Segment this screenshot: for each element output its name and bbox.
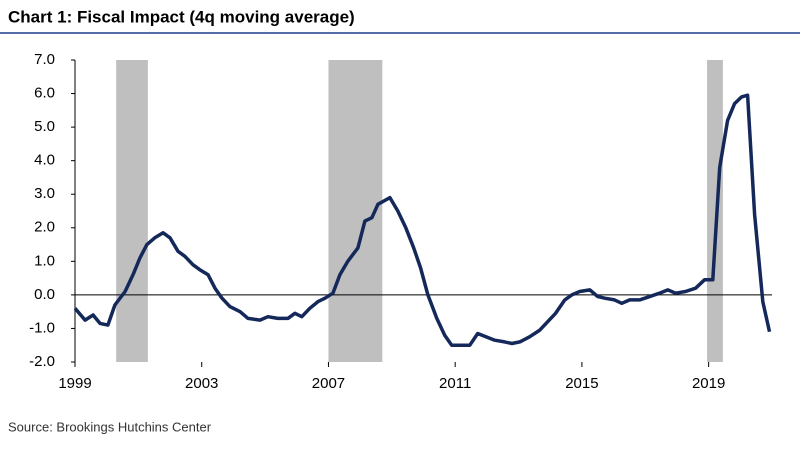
recession-shade — [116, 60, 148, 362]
source-note: Source: Brookings Hutchins Center — [8, 419, 212, 434]
x-tick-label: 2007 — [312, 375, 345, 392]
y-tick-label: 6.0 — [34, 85, 55, 102]
y-tick-label: 3.0 — [34, 185, 55, 202]
y-tick-label: 1.0 — [34, 252, 55, 269]
y-tick-label: -2.0 — [29, 353, 55, 370]
x-tick-label: 2019 — [692, 375, 725, 392]
y-tick-label: 5.0 — [34, 118, 55, 135]
x-tick-label: 2011 — [439, 375, 471, 392]
y-tick-label: -1.0 — [29, 319, 55, 336]
x-tick-label: 2015 — [565, 375, 598, 392]
x-tick-label: 2003 — [185, 375, 218, 392]
y-tick-label: 7.0 — [34, 51, 55, 68]
x-tick-label: 1999 — [58, 375, 91, 392]
y-tick-label: 2.0 — [34, 219, 55, 236]
chart-title: Chart 1: Fiscal Impact (4q moving averag… — [8, 7, 355, 26]
recession-shade — [707, 60, 723, 362]
series-line — [73, 93, 772, 347]
y-tick-label: 0.0 — [34, 286, 55, 303]
y-tick-label: 4.0 — [34, 152, 55, 169]
